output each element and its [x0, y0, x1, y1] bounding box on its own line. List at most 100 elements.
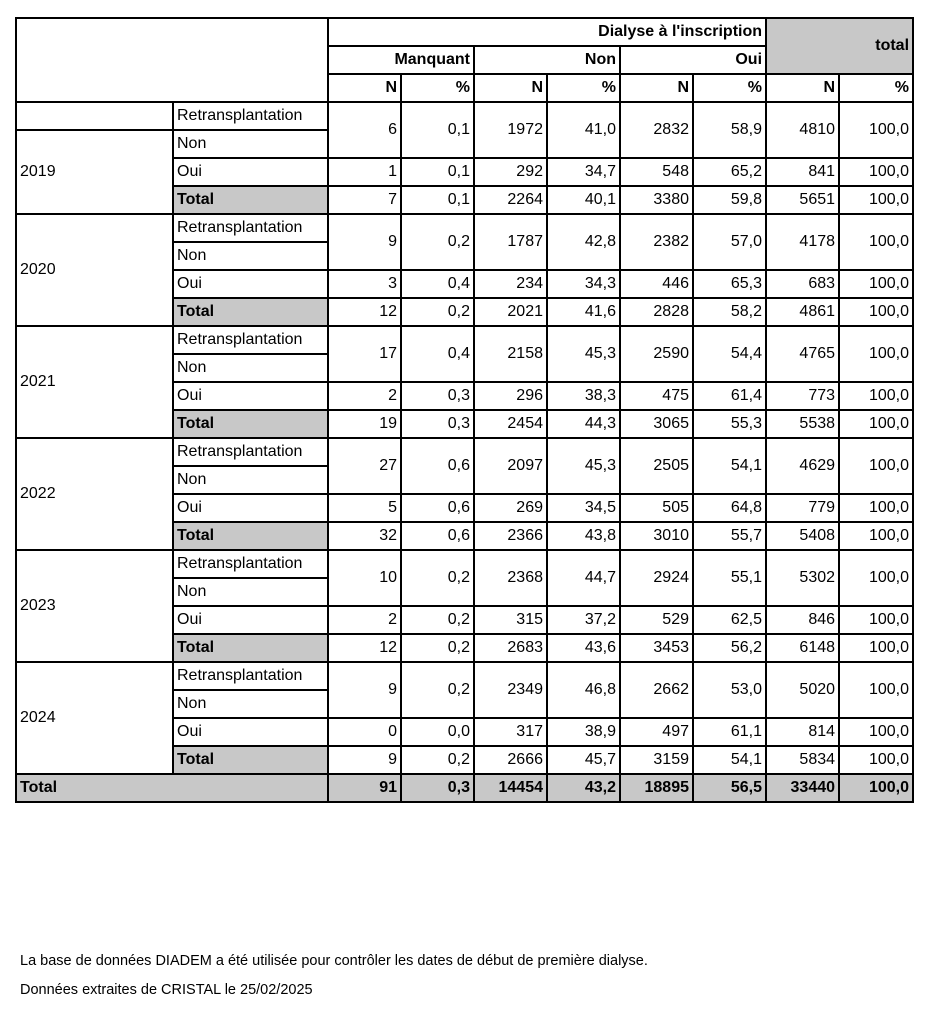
year-label: 2020: [15, 213, 174, 327]
year-label: 2022: [15, 437, 174, 551]
value-cell: 5834: [765, 745, 841, 775]
value-cell: 2590: [619, 325, 694, 383]
row-label-non: Non: [172, 577, 329, 607]
value-cell: 0,2: [400, 745, 475, 775]
value-cell: 475: [619, 381, 694, 411]
value-cell: 0,2: [400, 549, 475, 607]
value-cell: 100,0: [838, 661, 915, 719]
value-cell: 2832: [619, 101, 694, 159]
value-cell: 497: [619, 717, 694, 747]
value-cell: 43,8: [546, 521, 621, 551]
row-label-non: Non: [172, 129, 329, 159]
dialysis-table: Dialyse à l'inscription total Manquant N…: [15, 17, 915, 803]
value-cell: 5538: [765, 409, 841, 439]
table-row: Non: [16, 353, 913, 383]
row-label-non: Non: [172, 689, 329, 719]
grand-total-value: 56,5: [691, 773, 768, 803]
grand-total-row: Total 91 0,3 14454 43,2 18895 56,5 33440 100,0: [15, 773, 915, 803]
value-cell: 529: [619, 605, 694, 635]
value-cell: 58,9: [691, 101, 768, 159]
value-cell: 55,3: [691, 409, 768, 439]
value-cell: 3: [327, 269, 402, 299]
table-row: Oui 3 0,4 234 34,3 446 65,3 683 100,0: [16, 269, 915, 299]
table-row: Non: [16, 577, 913, 607]
row-label-non: Non: [172, 465, 329, 495]
value-cell: 269: [473, 493, 548, 523]
total-header: total: [765, 17, 915, 75]
value-cell: 100,0: [838, 633, 915, 663]
value-cell: 42,8: [546, 213, 621, 271]
row-label-total: Total: [172, 297, 329, 327]
value-cell: 2368: [473, 549, 548, 607]
value-cell: 64,8: [691, 493, 768, 523]
value-cell: 0,1: [400, 101, 475, 159]
row-label-oui: Oui: [172, 381, 329, 411]
value-cell: 53,0: [691, 661, 768, 719]
value-cell: 100,0: [838, 521, 915, 551]
value-cell: 841: [765, 157, 841, 187]
value-cell: 2382: [619, 213, 694, 271]
value-cell: 0,6: [400, 493, 475, 523]
value-cell: 9: [327, 661, 402, 719]
group-header: Dialyse à l'inscription: [326, 17, 768, 47]
value-cell: 505: [619, 493, 694, 523]
value-cell: 3453: [619, 633, 694, 663]
value-cell: 56,2: [691, 633, 768, 663]
value-cell: 45,3: [546, 325, 621, 383]
row-label-total: Total: [172, 409, 329, 439]
table-row: 2024 Retransplantation 9 0,2 2349 46,8 2662 53,…: [15, 661, 915, 775]
value-cell: 5408: [765, 521, 841, 551]
value-cell: 0,6: [400, 521, 475, 551]
subheader-n: N: [327, 73, 402, 103]
grand-total-value: 43,2: [546, 773, 621, 803]
value-cell: 0,1: [400, 185, 475, 215]
value-cell: 100,0: [838, 549, 915, 607]
value-cell: 100,0: [838, 437, 915, 495]
value-cell: 100,0: [838, 605, 915, 635]
value-cell: 814: [765, 717, 841, 747]
table-row: Non: [16, 465, 913, 495]
value-cell: 43,6: [546, 633, 621, 663]
row-label-total: Total: [172, 745, 329, 775]
value-cell: 32: [327, 521, 402, 551]
value-cell: 12: [327, 297, 402, 327]
value-cell: 0,2: [400, 661, 475, 719]
empty-cell: [15, 101, 174, 131]
category-header-oui: Oui: [618, 45, 768, 75]
value-cell: 1: [327, 157, 402, 187]
value-cell: 234: [473, 269, 548, 299]
row-label-oui: Oui: [172, 717, 329, 747]
subheader-pct: %: [838, 73, 915, 103]
value-cell: 2264: [473, 185, 548, 215]
value-cell: 38,9: [546, 717, 621, 747]
row-label-oui: Oui: [172, 605, 329, 635]
table-row: Non: [16, 689, 913, 719]
value-cell: 44,3: [546, 409, 621, 439]
value-cell: 3010: [619, 521, 694, 551]
value-cell: 59,8: [691, 185, 768, 215]
value-cell: 2366: [473, 521, 548, 551]
subheader-pct: %: [546, 73, 621, 103]
table-row-total: Total 7 0,1 2264 40,1 3380 59,8 5651 100,0: [16, 185, 915, 215]
grand-total-label: Total: [15, 773, 329, 803]
value-cell: 7: [327, 185, 402, 215]
footnote-extraction: Données extraites de CRISTAL le 25/02/20…: [20, 982, 313, 998]
row-label-total: Total: [172, 185, 329, 215]
value-cell: 0,1: [400, 157, 475, 187]
value-cell: 2: [327, 605, 402, 635]
row-label-total: Total: [172, 521, 329, 551]
row-label-retransplantation: Retransplantation: [172, 213, 329, 243]
value-cell: 100,0: [838, 297, 915, 327]
value-cell: 0,4: [400, 325, 475, 383]
value-cell: 3380: [619, 185, 694, 215]
value-cell: 0,4: [400, 269, 475, 299]
value-cell: 62,5: [691, 605, 768, 635]
table-row: 2021 Retransplantation 17 0,4 2158 45,3 2590 54…: [15, 325, 915, 439]
subheader-pct: %: [691, 73, 768, 103]
table-row-total: Total 9 0,2 2666 45,7 3159 54,1 5834 100,0: [16, 745, 915, 775]
value-cell: 6148: [765, 633, 841, 663]
value-cell: 100,0: [838, 185, 915, 215]
value-cell: 2828: [619, 297, 694, 327]
value-cell: 54,4: [691, 325, 768, 383]
value-cell: 2683: [473, 633, 548, 663]
